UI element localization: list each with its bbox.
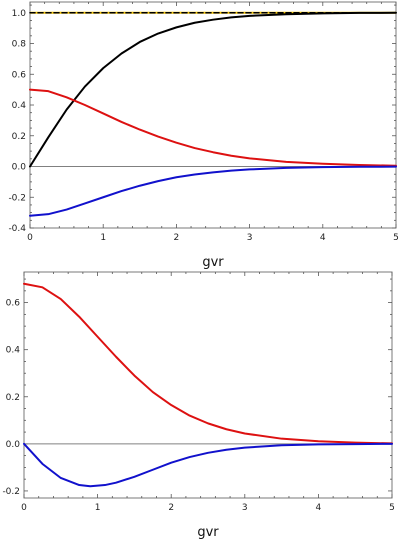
y-tick-label: 0.8 [12,40,27,50]
series-line-0 [23,282,393,445]
x-tick-label: 4 [316,503,322,513]
y-tick-label: 0.4 [6,346,21,356]
y-tick-label: 0.0 [12,163,27,173]
series-line-3 [29,165,397,217]
y-tick-label: 1.0 [12,9,27,19]
y-tick-label: 0.6 [6,299,21,309]
bottom-chart-panel: 0 1 2 3 4 5 -0.2 0.0 0.2 0.4 0.6 gvr [2,271,395,540]
y-tick-label: 0.4 [12,101,27,111]
x-tick-label: 1 [100,233,106,243]
x-axis-title: gvr [202,255,224,270]
x-axis-title: gvr [197,525,219,540]
x-tick-label: 3 [242,503,248,513]
y-tick-label: 0.6 [12,70,27,80]
x-tick-label: 0 [21,503,27,513]
x-tick-label: 5 [389,503,395,513]
x-tick-label: 5 [393,233,399,243]
plot-frame [29,1,397,229]
series-line-1 [23,442,393,488]
y-tick-label: -0.2 [8,193,26,203]
x-tick-label: 2 [174,233,180,243]
x-tick-label: 4 [320,233,326,243]
x-tick-label: 0 [27,233,33,243]
x-tick-label: 3 [247,233,253,243]
top-chart-panel: 0 1 2 3 4 5 -0.4 -0.2 0.0 0.2 0.4 0.6 0.8 1.0 gvr [8,1,399,270]
y-tick-label: 0.0 [6,440,21,450]
y-tick-label: -0.4 [8,224,26,234]
series-line-0 [29,11,397,168]
y-tick-label: -0.2 [2,487,20,497]
x-tick-label: 1 [95,503,101,513]
plot-frame [23,271,393,499]
x-tick-label: 2 [168,503,174,513]
y-tick-label: 0.2 [6,393,20,403]
series-line-2 [29,88,397,167]
y-tick-label: 0.2 [12,132,26,142]
